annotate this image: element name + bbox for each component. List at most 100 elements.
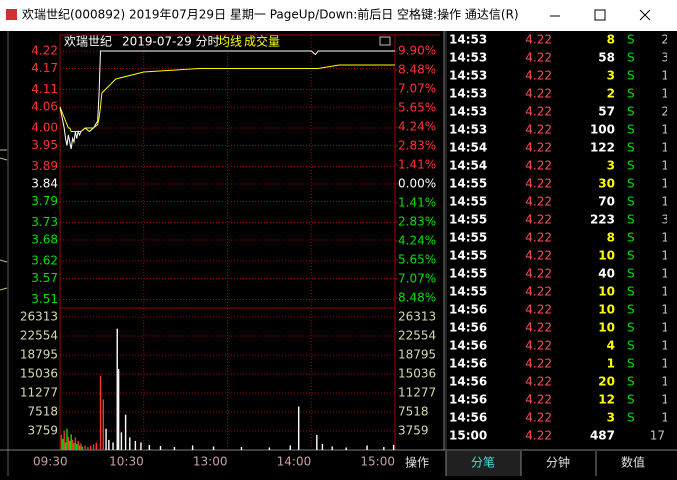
volume-bar: [62, 438, 64, 450]
cell-time: 14:56: [449, 357, 487, 371]
y-tick-label: 26313: [398, 310, 436, 324]
cell-time: 14:56: [449, 303, 487, 317]
cell-time: 14:55: [449, 249, 487, 263]
cell-side: S: [627, 87, 635, 101]
cell-time: 15:00: [449, 429, 487, 443]
cell-side: S: [627, 375, 635, 389]
cell-price: 4.22: [525, 231, 552, 245]
x-tick-label: 15:00: [360, 455, 395, 469]
panel-icon[interactable]: [379, 36, 391, 46]
x-tick-label: 09:30: [33, 455, 68, 469]
cell-price: 4.22: [525, 105, 552, 119]
volume-bar: [64, 442, 67, 450]
cell-count: 1: [661, 231, 669, 245]
tab[interactable]: 分钟: [546, 455, 570, 470]
volume-bar: [321, 443, 324, 450]
cell-volume: 58: [598, 51, 615, 65]
cell-side: S: [627, 159, 635, 173]
cell-time: 14:53: [449, 69, 487, 83]
tab[interactable]: 操作: [405, 455, 429, 470]
cell-volume: 4: [607, 339, 615, 353]
cell-side: S: [627, 411, 635, 425]
y2-tick-label: 1.41%: [398, 158, 436, 172]
cell-side: S: [627, 213, 635, 227]
cell-price: 4.22: [525, 213, 552, 227]
y2-tick-label: 1.41%: [398, 195, 436, 209]
y2-tick-label: 9.90%: [398, 44, 436, 58]
volume-bar: [74, 437, 77, 450]
volume-bar: [140, 442, 142, 450]
cell-volume: 70: [598, 195, 615, 209]
y-tick-label: 22554: [398, 329, 436, 343]
y-tick-label: 3759: [27, 424, 58, 438]
volume-bar: [316, 434, 318, 450]
volume-bar: [108, 439, 110, 450]
y-tick-label: 3.89: [31, 159, 58, 173]
cell-time: 14:53: [449, 51, 487, 65]
cell-volume: 1: [607, 357, 615, 371]
volume-bar: [148, 444, 151, 450]
cell-volume: 10: [598, 303, 615, 317]
cell-side: S: [627, 105, 635, 119]
cell-price: 4.22: [525, 249, 552, 263]
volume-bar: [70, 434, 72, 450]
volume-bar: [66, 428, 68, 450]
cell-time: 14:56: [449, 375, 487, 389]
volume-bar: [92, 444, 95, 450]
volume-bar: [63, 430, 65, 450]
y2-tick-label: 2.83%: [398, 215, 436, 229]
cell-count: 2: [661, 105, 669, 119]
y-tick-label: 11277: [398, 386, 436, 400]
volume-bar: [84, 445, 86, 450]
cell-price: 4.22: [525, 51, 552, 65]
y-tick-label: 7518: [398, 405, 429, 419]
stock-name: 欢瑞世纪: [64, 34, 112, 49]
cell-time: 14:56: [449, 393, 487, 407]
cell-price: 4.22: [525, 303, 552, 317]
y-tick-label: 4.22: [31, 44, 58, 58]
volume-bar: [77, 440, 79, 450]
cell-price: 4.22: [525, 411, 552, 425]
window-title: 欢瑞世纪(000892) 2019年07月29日 星期一 PageUp/Down…: [22, 7, 519, 22]
cell-price: 4.22: [525, 429, 552, 443]
cell-volume: 57: [598, 105, 615, 119]
price-line: [59, 64, 395, 132]
cell-count: 1: [661, 87, 669, 101]
cell-count: 2: [661, 33, 669, 47]
cell-side: S: [627, 321, 635, 335]
cell-volume: 122: [590, 141, 615, 155]
cell-count: 1: [661, 69, 669, 83]
cell-side: S: [627, 393, 635, 407]
cell-volume: 10: [598, 285, 615, 299]
volume-bar: [383, 446, 385, 450]
volume-bar: [345, 447, 347, 450]
cell-side: S: [627, 177, 635, 191]
y-tick-label: 3759: [398, 424, 429, 438]
y-tick-label: 18795: [20, 348, 58, 362]
y-tick-label: 22554: [20, 329, 58, 343]
cell-volume: 20: [598, 375, 615, 389]
volume-bar: [392, 444, 395, 450]
close-button[interactable]: [639, 9, 651, 21]
volume-bar: [116, 328, 118, 450]
volume-bar: [76, 443, 78, 450]
cell-time: 14:55: [449, 267, 487, 281]
maximize-button[interactable]: [594, 9, 606, 21]
tab[interactable]: 分笔: [471, 455, 495, 470]
cell-side: S: [627, 267, 635, 281]
cell-count: 1: [661, 123, 669, 137]
volume-bar: [69, 440, 71, 450]
cell-volume: 10: [598, 321, 615, 335]
volume-bar: [81, 446, 84, 450]
cell-count: 1: [661, 411, 669, 425]
cell-price: 4.22: [525, 87, 552, 101]
volume-bar: [95, 442, 97, 450]
tab[interactable]: 数值: [621, 455, 645, 470]
cell-count: 1: [661, 267, 669, 281]
cell-count: 1: [661, 393, 669, 407]
y-tick-label: 26313: [20, 310, 58, 324]
cell-volume: 100: [590, 123, 615, 137]
cell-time: 14:56: [449, 411, 487, 425]
cell-price: 4.22: [525, 33, 552, 47]
cell-count: 1: [661, 249, 669, 263]
